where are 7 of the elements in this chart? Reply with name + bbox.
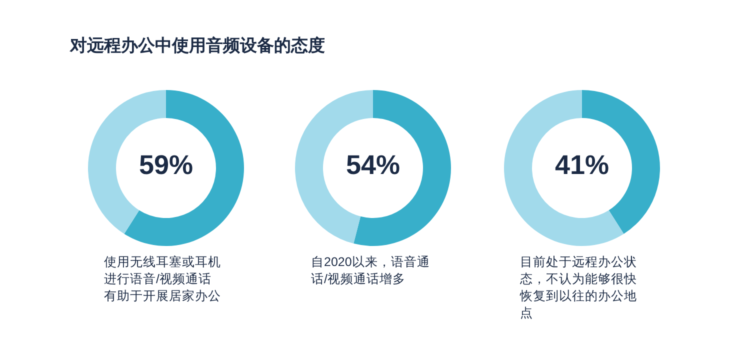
- text: 目前处于远程办公状态，不认为能够很快恢复到以往的办公地点: [520, 254, 638, 322]
- text: 自2020以来，语音通话/视频通话增多: [311, 254, 431, 288]
- text: 41%: [554, 150, 610, 181]
- text: 使用无线耳塞或耳机进行语音/视频通话有助于开展居家办公: [104, 254, 222, 305]
- chart-title: 对远程办公中使用音频设备的态度: [70, 35, 325, 57]
- text: 59%: [138, 150, 194, 181]
- text: 54%: [344, 150, 402, 181]
